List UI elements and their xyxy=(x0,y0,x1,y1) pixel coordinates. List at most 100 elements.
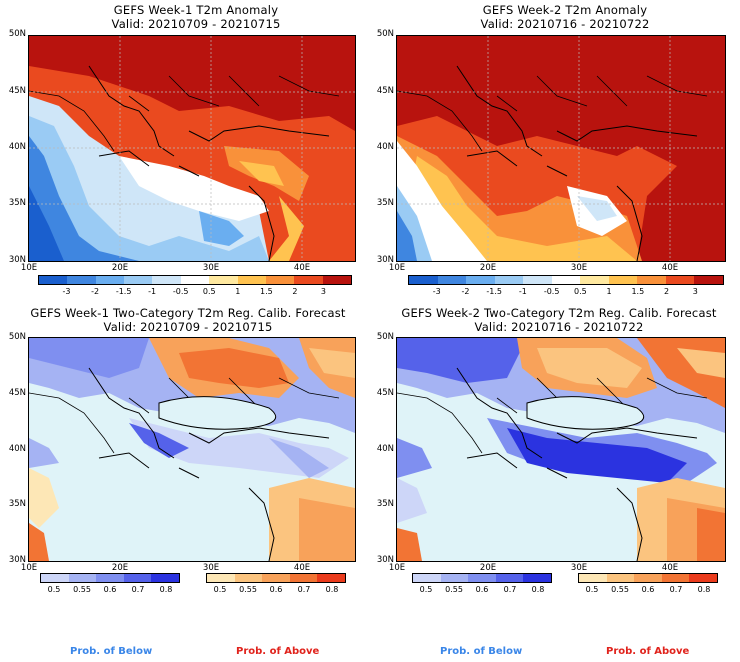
anomaly-colorbar xyxy=(38,275,352,285)
colorbar-tick-label: -1.5 xyxy=(486,287,502,296)
colorbar-swatch xyxy=(68,574,97,582)
colorbar-tick-label: 1 xyxy=(606,287,612,296)
colorbar-swatch xyxy=(413,574,441,582)
colorbar-tick-label: 0.5 xyxy=(47,585,61,594)
panel-title: GEFS Week-2 Two-Category T2m Reg. Calib.… xyxy=(401,306,717,320)
colorbar-swatch xyxy=(151,574,179,582)
colorbar-swatch xyxy=(637,276,666,284)
panel-valid-dates: Valid: 20210716 - 20210722 xyxy=(480,17,650,31)
colorbar-swatch xyxy=(124,276,153,284)
colorbar-swatch xyxy=(96,574,124,582)
colorbar-swatch xyxy=(580,276,609,284)
colorbar-tick-label: 0.5 xyxy=(585,585,599,594)
prob-above-colorbar xyxy=(578,573,718,583)
colorbar-swatch xyxy=(123,574,152,582)
prob-below-colorbar xyxy=(412,573,552,583)
colorbar-tick-label: -3 xyxy=(432,287,441,296)
lon-label: 20E xyxy=(479,563,497,573)
anomaly-map-week1 xyxy=(28,35,356,262)
lat-label: 45N xyxy=(8,86,26,96)
colorbar-tick-label: -1.5 xyxy=(115,287,132,296)
colorbar-swatch xyxy=(437,276,467,284)
lat-label: 30N xyxy=(376,555,394,565)
colorbar-tick-label: 0.7 xyxy=(297,585,311,594)
colorbar-tick-label: 0.7 xyxy=(131,585,145,594)
colorbar-tick-label: 1 xyxy=(235,287,241,296)
colorbar-swatch xyxy=(468,574,496,582)
colorbar-tick-label: 0.6 xyxy=(103,585,117,594)
lat-label: 50N xyxy=(8,29,26,39)
lon-label: 40E xyxy=(293,563,311,573)
lon-label: 20E xyxy=(111,263,129,273)
colorbar-swatch xyxy=(95,276,125,284)
colorbar-tick-label: 0.5 xyxy=(202,287,216,296)
colorbar-tick-label: -2 xyxy=(91,287,100,296)
lat-label: 30N xyxy=(8,555,26,565)
lat-label: 35N xyxy=(376,499,394,509)
colorbar-tick-label: -2 xyxy=(461,287,470,296)
colorbar-swatch xyxy=(689,574,717,582)
colorbar-swatch xyxy=(523,276,552,284)
colorbar-swatch xyxy=(41,574,69,582)
colorbar-swatch xyxy=(608,276,638,284)
colorbar-tick-label: 0.5 xyxy=(419,585,433,594)
panel-valid-dates: Valid: 20210709 - 20210715 xyxy=(103,320,273,334)
colorbar-tick-label: 0.6 xyxy=(475,585,489,594)
anomaly-map-week2 xyxy=(396,35,726,262)
colorbar-tick-label: 1.5 xyxy=(631,287,645,296)
colorbar-swatch xyxy=(523,574,551,582)
colorbar-tick-label: 0.7 xyxy=(669,585,683,594)
lon-label: 40E xyxy=(661,563,679,573)
colorbar-tick-label: 0.5 xyxy=(213,585,227,594)
colorbar-swatch xyxy=(495,574,524,582)
colorbar-tick-label: 0.8 xyxy=(531,585,545,594)
colorbar-tick-label: 0.55 xyxy=(73,585,91,594)
colorbar-swatch xyxy=(237,276,266,284)
colorbar-swatch xyxy=(180,276,210,284)
colorbar-swatch xyxy=(665,276,695,284)
colorbar-tick-label: 0.8 xyxy=(159,585,173,594)
colorbar-tick-label: -1 xyxy=(518,287,527,296)
colorbar-tick-label: 0.5 xyxy=(573,287,587,296)
colorbar-tick-label: -1 xyxy=(148,287,157,296)
colorbar-swatch xyxy=(661,574,690,582)
panel-valid-dates: Valid: 20210716 - 20210722 xyxy=(474,320,644,334)
prob-above-colorbar xyxy=(206,573,346,583)
lat-label: 30N xyxy=(376,255,394,265)
colorbar-tick-label: 3 xyxy=(692,287,698,296)
colorbar-tick-label: 2 xyxy=(292,287,298,296)
lat-label: 40N xyxy=(376,444,394,454)
colorbar-tick-label: 3 xyxy=(320,287,326,296)
colorbar-swatch xyxy=(39,276,68,284)
colorbar-swatch xyxy=(409,276,438,284)
colorbar-tick-label: 0.6 xyxy=(269,585,283,594)
lon-label: 30E xyxy=(570,263,588,273)
lat-label: 35N xyxy=(8,499,26,509)
prob-above-title: Prob. of Above xyxy=(236,646,320,657)
colorbar-swatch xyxy=(265,276,295,284)
lat-label: 50N xyxy=(376,29,394,39)
lat-label: 50N xyxy=(376,332,394,342)
colorbar-swatch xyxy=(634,574,662,582)
colorbar-tick-label: 0.8 xyxy=(325,585,339,594)
lon-label: 30E xyxy=(202,263,220,273)
colorbar-swatch xyxy=(262,574,290,582)
panel-title: GEFS Week-1 T2m Anomaly xyxy=(113,3,279,17)
colorbar-tick-label: 2 xyxy=(663,287,670,296)
colorbar-tick-label: -0.5 xyxy=(172,287,189,296)
prob-below-title: Prob. of Below xyxy=(70,646,153,657)
lon-label: 10E xyxy=(388,563,406,573)
colorbar-swatch xyxy=(294,276,323,284)
colorbar-tick-label: 0.8 xyxy=(697,585,711,594)
lon-label: 40E xyxy=(661,263,679,273)
colorbar-swatch xyxy=(289,574,318,582)
colorbar-swatch xyxy=(322,276,351,284)
colorbar-swatch xyxy=(466,276,495,284)
lon-label: 30E xyxy=(570,563,588,573)
colorbar-swatch xyxy=(440,574,469,582)
lat-label: 45N xyxy=(376,388,394,398)
colorbar-swatch xyxy=(234,574,263,582)
colorbar-tick-label: 0.55 xyxy=(239,585,257,594)
lat-label: 35N xyxy=(8,198,26,208)
lon-label: 10E xyxy=(20,263,38,273)
